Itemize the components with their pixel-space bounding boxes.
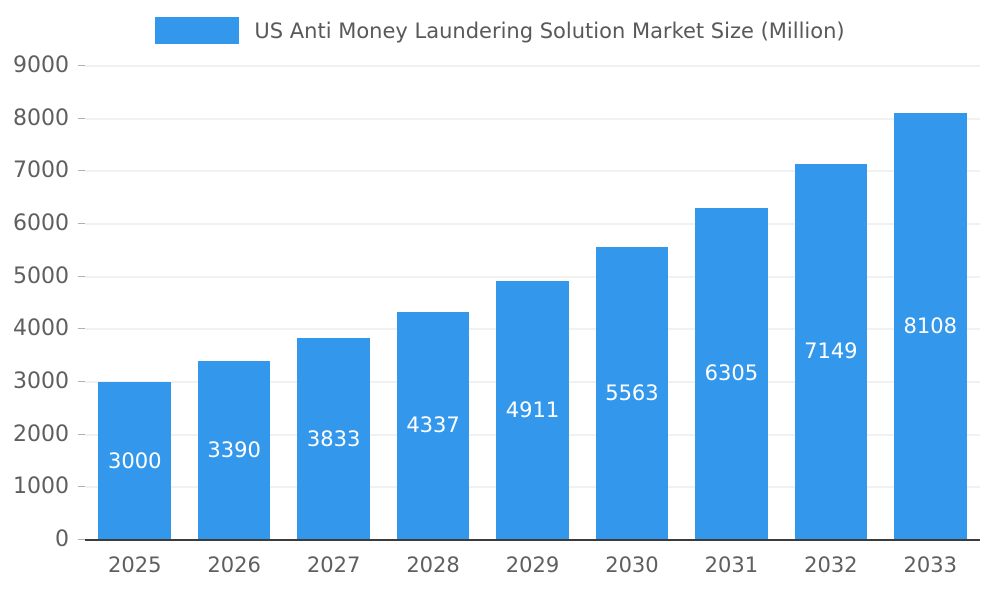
y-axis-tick-label: 8000 bbox=[13, 105, 69, 131]
y-axis-tick bbox=[78, 381, 85, 383]
bar-2031: 6305 bbox=[695, 207, 768, 540]
plot-area: 0 1000 2000 3000 4000 5000 6000 7000 8000 9000 300… bbox=[13, 55, 980, 576]
legend: US Anti Money Laundering Solution Market… bbox=[0, 17, 1000, 44]
x-axis-tick-label: 2033 bbox=[903, 553, 957, 577]
x-axis-tick-label: 2026 bbox=[207, 553, 261, 577]
gridline bbox=[85, 276, 980, 278]
bar-value-label: 8108 bbox=[903, 313, 957, 338]
y-axis-tick-label: 7000 bbox=[13, 158, 69, 184]
gridline bbox=[85, 118, 980, 120]
bar-value-label: 3000 bbox=[107, 448, 162, 473]
gridline bbox=[85, 65, 980, 67]
bar-value-label: 7149 bbox=[804, 339, 858, 364]
bar-value-label: 5563 bbox=[605, 381, 659, 405]
x-axis-tick-label: 2025 bbox=[107, 553, 162, 577]
gridline bbox=[85, 223, 980, 225]
x-axis-tick-label: 2030 bbox=[605, 553, 659, 577]
bar-2026: 3390 bbox=[197, 361, 271, 540]
x-axis-tick-label: 2031 bbox=[704, 553, 759, 577]
y-axis-tick bbox=[78, 117, 85, 119]
legend-swatch bbox=[155, 17, 240, 44]
y-axis-tick bbox=[78, 486, 85, 488]
x-axis-tick-label: 2032 bbox=[804, 553, 858, 577]
y-axis-tick bbox=[78, 223, 85, 225]
y-axis-tick-label: 9000 bbox=[13, 53, 69, 78]
y-axis-tick-label: 4000 bbox=[13, 316, 69, 342]
bar-value-label: 4337 bbox=[406, 413, 460, 438]
x-axis-tick-label: 2027 bbox=[306, 553, 361, 577]
bar-2032: 7149 bbox=[794, 163, 868, 540]
bar-2028: 4337 bbox=[396, 311, 470, 540]
bar-value-label: 4911 bbox=[505, 398, 560, 423]
y-axis-tick bbox=[78, 275, 85, 277]
y-axis-tick-label: 1000 bbox=[13, 474, 69, 500]
y-axis-tick-label: 3000 bbox=[13, 369, 69, 395]
y-axis-tick bbox=[78, 328, 85, 330]
y-axis-tick bbox=[78, 170, 85, 172]
bar-value-label: 6305 bbox=[704, 361, 759, 386]
y-axis-tick bbox=[78, 539, 85, 540]
y-axis-tick bbox=[78, 65, 85, 66]
y-axis-tick-label: 6000 bbox=[13, 211, 69, 237]
bar-2030: 5563 bbox=[595, 247, 669, 540]
x-axis-tick-label: 2029 bbox=[505, 553, 560, 577]
bar-2027: 3833 bbox=[297, 338, 370, 540]
gridline bbox=[85, 170, 980, 172]
bar-value-label: 3390 bbox=[207, 438, 261, 463]
y-axis-tick bbox=[78, 433, 85, 435]
bar-value-label: 3833 bbox=[306, 426, 361, 451]
bar-2029: 4911 bbox=[496, 281, 569, 540]
y-axis-tick-label: 5000 bbox=[13, 263, 69, 289]
bar-2025: 3000 bbox=[98, 382, 172, 540]
x-axis-line bbox=[85, 539, 980, 541]
x-axis-tick-label: 2028 bbox=[406, 553, 460, 577]
y-axis-tick-label: 0 bbox=[55, 527, 69, 552]
chart-title: US Anti Money Laundering Solution Market… bbox=[254, 18, 845, 43]
y-axis-tick-label: 2000 bbox=[13, 421, 69, 447]
bar-2033: 8108 bbox=[893, 112, 967, 540]
